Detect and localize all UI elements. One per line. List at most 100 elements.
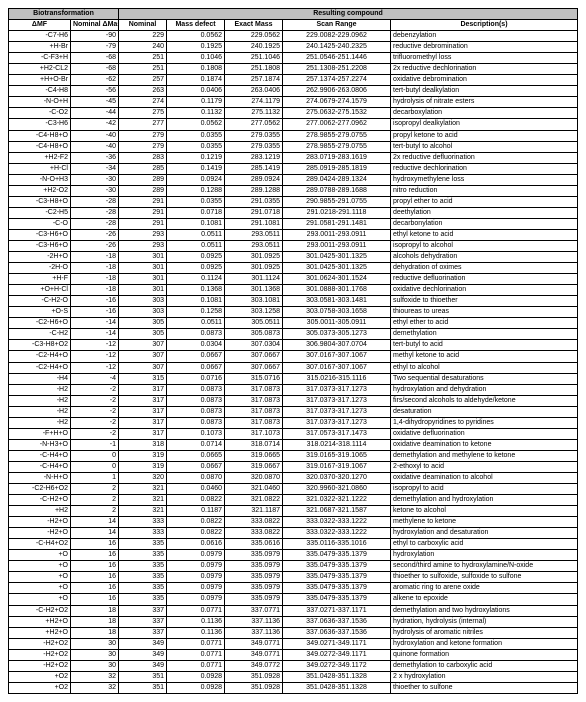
table-row: -H2-23170.0873317.0873317.0373-317.1273h… bbox=[9, 384, 578, 395]
cell-dmf: +O2 bbox=[9, 671, 71, 682]
cell-desc: methylene to ketone bbox=[391, 517, 578, 528]
cell-nominal: 320 bbox=[119, 472, 167, 483]
table-row: -N-O+H-452740.1179274.1179274.0679-274.1… bbox=[9, 97, 578, 108]
cell-desc: propyl ether to acid bbox=[391, 196, 578, 207]
cell-nommass: 32 bbox=[71, 682, 119, 693]
cell-massdef: 0.0873 bbox=[167, 395, 225, 406]
cell-exact: 301.0925 bbox=[225, 263, 283, 274]
cell-nominal: 335 bbox=[119, 561, 167, 572]
cell-desc: thioureas to ureas bbox=[391, 307, 578, 318]
cell-exact: 351.0928 bbox=[225, 682, 283, 693]
cell-scan: 317.0373-317.1273 bbox=[283, 384, 391, 395]
cell-desc: oxidative defluorination bbox=[391, 428, 578, 439]
cell-nominal: 229 bbox=[119, 31, 167, 42]
table-row: +O2323510.0928351.0928351.0428-351.13282… bbox=[9, 671, 578, 682]
cell-exact: 335.0979 bbox=[225, 572, 283, 583]
cell-dmf: -C-H4+O bbox=[9, 461, 71, 472]
cell-exact: 333.0822 bbox=[225, 528, 283, 539]
cell-nommass: -28 bbox=[71, 207, 119, 218]
cell-scan: 307.0167-307.1067 bbox=[283, 362, 391, 373]
col-exact: Exact Mass bbox=[225, 20, 283, 31]
cell-massdef: 0.1874 bbox=[167, 75, 225, 86]
table-row: -H2-23170.0873317.0873317.0373-317.1273d… bbox=[9, 406, 578, 417]
cell-massdef: 0.0870 bbox=[167, 472, 225, 483]
cell-scan: 307.0167-307.1067 bbox=[283, 351, 391, 362]
cell-nommass: -56 bbox=[71, 86, 119, 97]
table-row: -C-H2+O23210.0822321.0822321.0322-321.12… bbox=[9, 495, 578, 506]
cell-nommass: -90 bbox=[71, 31, 119, 42]
table-row: +O163350.0979335.0979335.0479-335.1379al… bbox=[9, 594, 578, 605]
cell-nominal: 289 bbox=[119, 174, 167, 185]
table-row: -C2-H6+O223210.0460321.0460320.9960-321.… bbox=[9, 484, 578, 495]
cell-nommass: 0 bbox=[71, 450, 119, 461]
cell-scan: 337.0636-337.1536 bbox=[283, 627, 391, 638]
col-nommass: Nominal ΔMass bbox=[71, 20, 119, 31]
table-row: -H2-23170.0873317.0873317.0373-317.12731… bbox=[9, 417, 578, 428]
cell-exact: 240.1925 bbox=[225, 42, 283, 53]
cell-massdef: 0.0979 bbox=[167, 550, 225, 561]
cell-desc: alkene to epoxide bbox=[391, 594, 578, 605]
cell-nommass: -18 bbox=[71, 285, 119, 296]
cell-exact: 303.1258 bbox=[225, 307, 283, 318]
cell-scan: 275.0632-275.1532 bbox=[283, 108, 391, 119]
table-row: +H+O-Br-622570.1874257.1874257.1374-257.… bbox=[9, 75, 578, 86]
cell-dmf: +H2+O bbox=[9, 616, 71, 627]
cell-scan: 321.0322-321.1222 bbox=[283, 495, 391, 506]
cell-dmf: -C7-H6 bbox=[9, 31, 71, 42]
cell-scan: 351.0428-351.1328 bbox=[283, 671, 391, 682]
col-nominal: Nominal bbox=[119, 20, 167, 31]
cell-nominal: 240 bbox=[119, 42, 167, 53]
cell-scan: 291.0218-291.1118 bbox=[283, 207, 391, 218]
table-row: +H-Cl-342850.1419285.1419285.0919-285.18… bbox=[9, 163, 578, 174]
cell-exact: 283.1219 bbox=[225, 152, 283, 163]
cell-nominal: 335 bbox=[119, 572, 167, 583]
cell-nommass: -2 bbox=[71, 417, 119, 428]
cell-exact: 291.0718 bbox=[225, 207, 283, 218]
bio-header: Biotransformation bbox=[9, 9, 119, 20]
table-row: -C-F3+H-682510.1046251.1046251.0546-251.… bbox=[9, 53, 578, 64]
table-row: -C2-H6+O-143050.0511305.0511305.0011-305… bbox=[9, 318, 578, 329]
cell-dmf: -C2-H4+O bbox=[9, 351, 71, 362]
cell-massdef: 0.0665 bbox=[167, 450, 225, 461]
cell-scan: 293.0011-293.0911 bbox=[283, 229, 391, 240]
cell-massdef: 0.0771 bbox=[167, 638, 225, 649]
cell-desc: aromatic ring to arene oxide bbox=[391, 583, 578, 594]
cell-massdef: 0.1081 bbox=[167, 218, 225, 229]
cell-nominal: 303 bbox=[119, 296, 167, 307]
cell-scan: 320.0370-320.1270 bbox=[283, 472, 391, 483]
cell-nominal: 307 bbox=[119, 362, 167, 373]
cell-nominal: 279 bbox=[119, 130, 167, 141]
cell-scan: 285.0919-285.1819 bbox=[283, 163, 391, 174]
cell-scan: 317.0373-317.1273 bbox=[283, 417, 391, 428]
col-massdef: Mass defect bbox=[167, 20, 225, 31]
cell-exact: 279.0355 bbox=[225, 130, 283, 141]
cell-massdef: 0.0873 bbox=[167, 329, 225, 340]
cell-exact: 277.0562 bbox=[225, 119, 283, 130]
cell-nominal: 263 bbox=[119, 86, 167, 97]
cell-nommass: -28 bbox=[71, 218, 119, 229]
cell-dmf: +H-Br bbox=[9, 42, 71, 53]
cell-nominal: 335 bbox=[119, 594, 167, 605]
cell-desc: isopropyl dealkylation bbox=[391, 119, 578, 130]
cell-nommass: 14 bbox=[71, 528, 119, 539]
cell-dmf: -C4-H8+O bbox=[9, 130, 71, 141]
cell-nommass: -40 bbox=[71, 130, 119, 141]
cell-desc: demethylation and two hydroxylations bbox=[391, 605, 578, 616]
cell-massdef: 0.0511 bbox=[167, 229, 225, 240]
cell-exact: 349.0772 bbox=[225, 660, 283, 671]
cell-scan: 277.0062-277.0962 bbox=[283, 119, 391, 130]
cell-nominal: 251 bbox=[119, 53, 167, 64]
cell-nommass: 16 bbox=[71, 594, 119, 605]
table-row: -H2+O2303490.0771349.0771349.0272-349.11… bbox=[9, 649, 578, 660]
table-row: -H2+O2303490.0771349.0772349.0272-349.11… bbox=[9, 660, 578, 671]
cell-nommass: -2 bbox=[71, 406, 119, 417]
cell-nommass: -2 bbox=[71, 395, 119, 406]
cell-nommass: -26 bbox=[71, 229, 119, 240]
cell-nominal: 349 bbox=[119, 649, 167, 660]
cell-exact: 274.1179 bbox=[225, 97, 283, 108]
cell-nominal: 305 bbox=[119, 318, 167, 329]
cell-scan: 317.0373-317.1273 bbox=[283, 406, 391, 417]
cell-nommass: -28 bbox=[71, 196, 119, 207]
cell-massdef: 0.1808 bbox=[167, 64, 225, 75]
cell-massdef: 0.0928 bbox=[167, 671, 225, 682]
